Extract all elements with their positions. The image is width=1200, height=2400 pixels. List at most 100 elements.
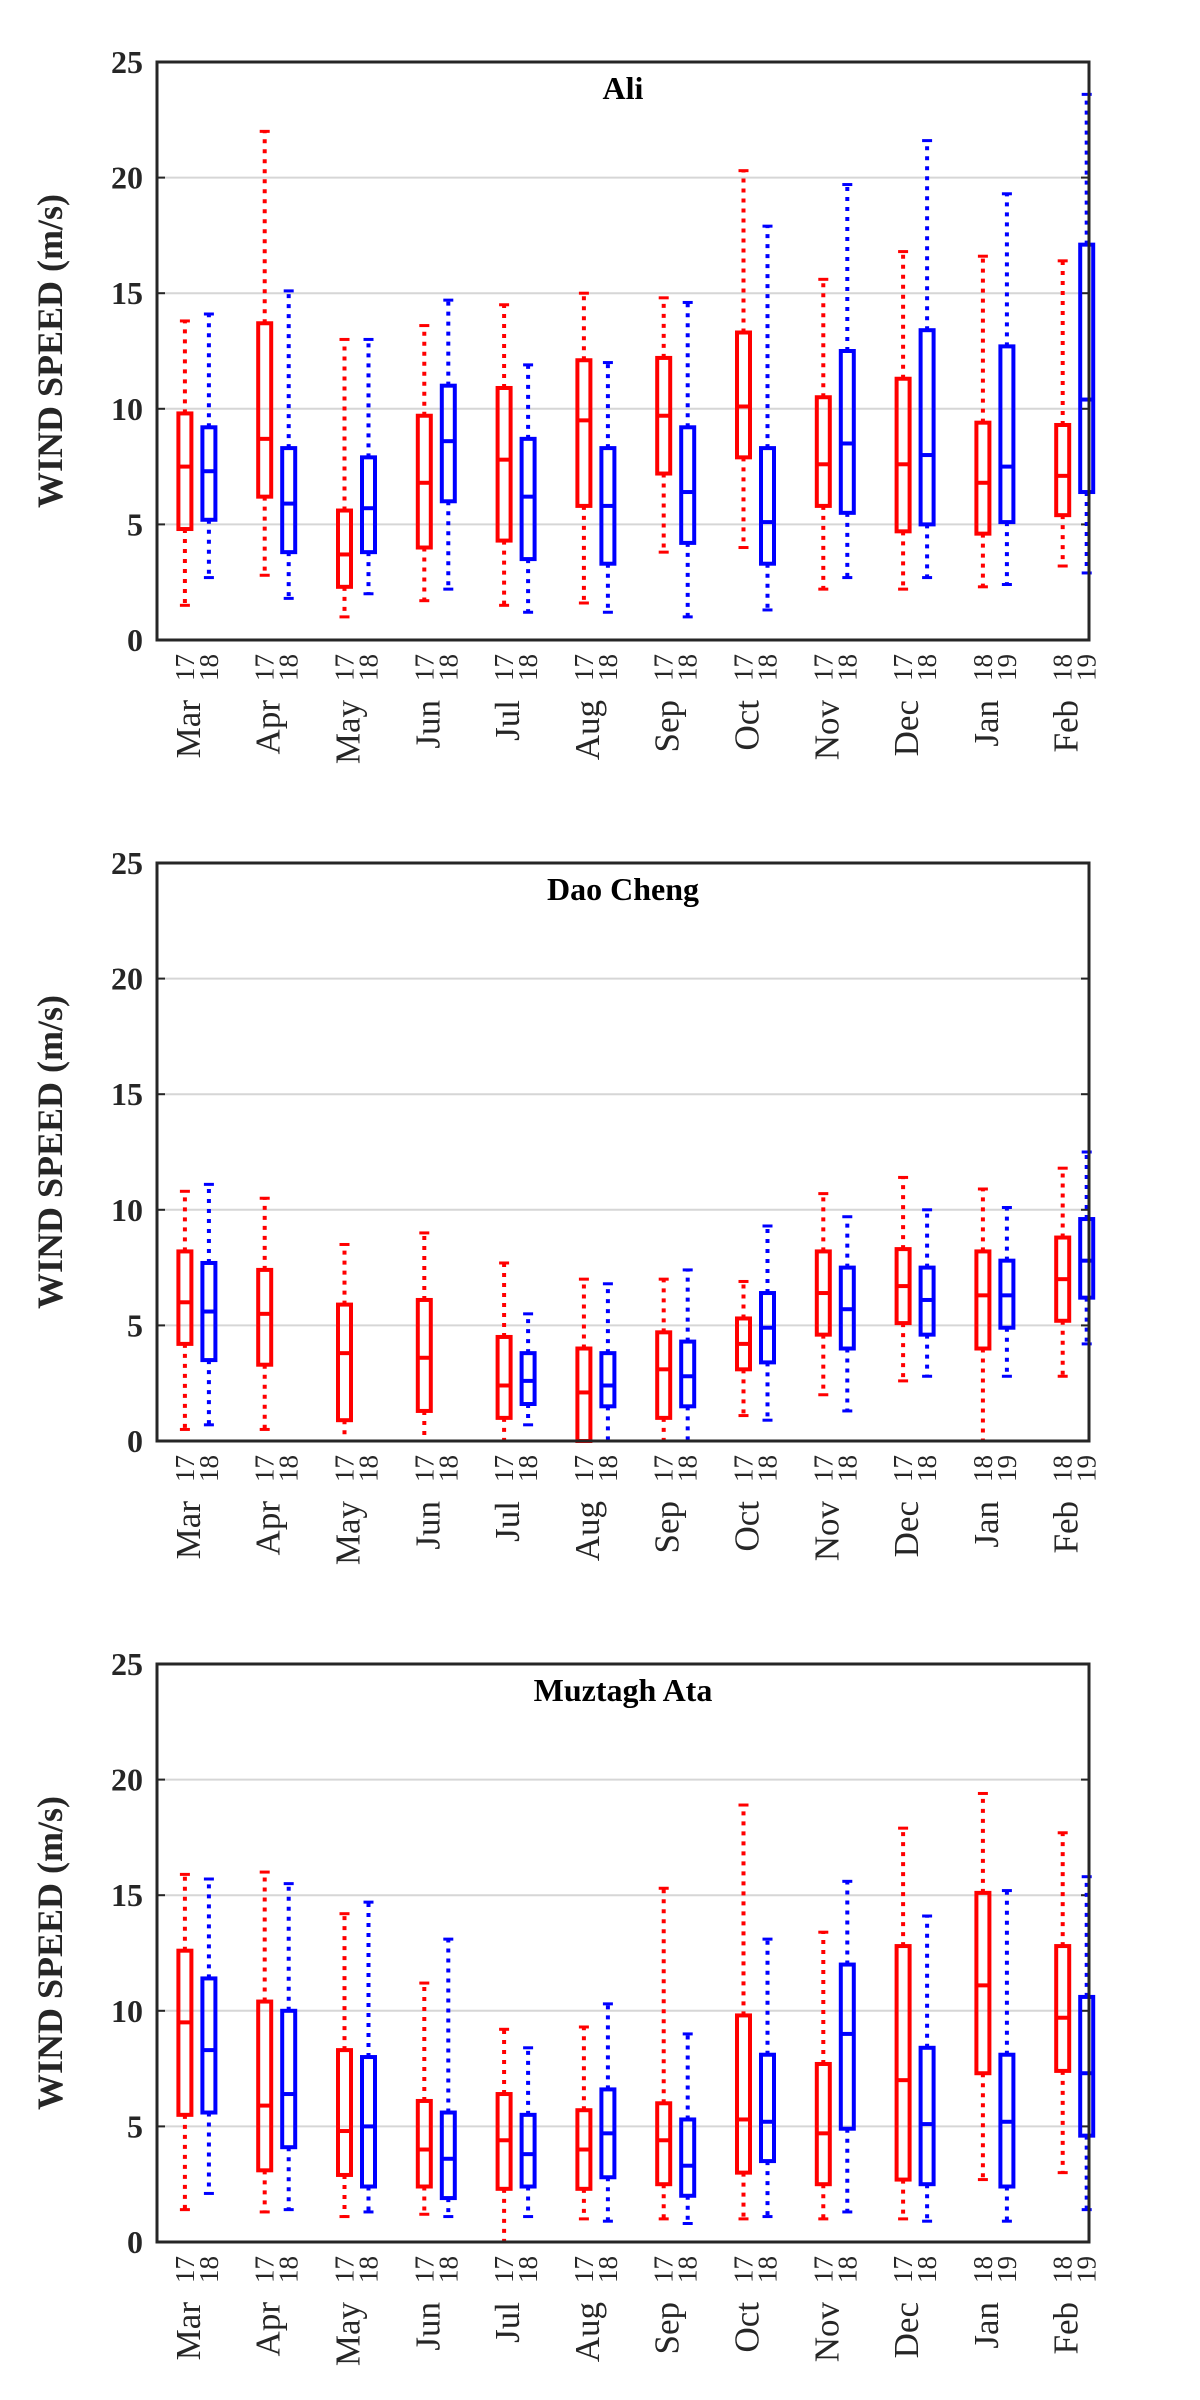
y-tick-label: 5 — [127, 2108, 143, 2144]
year-tick-label: 18 — [832, 654, 862, 681]
box-sep-18 — [679, 300, 697, 619]
iqr-box — [894, 376, 912, 534]
year-tick-label: 18 — [673, 2256, 703, 2283]
year-tick-label: 18 — [1048, 1455, 1078, 1482]
box-nov-18 — [838, 1215, 856, 1413]
box-jan-18 — [974, 254, 992, 589]
box-jun-17 — [415, 324, 433, 603]
year-tick-label: 18 — [1048, 654, 1078, 681]
iqr-box — [735, 330, 752, 460]
year-tick-label: 18 — [968, 654, 998, 681]
y-tick-label: 0 — [127, 1423, 143, 1459]
y-tick-label: 25 — [111, 1646, 143, 1682]
iqr-box — [974, 1249, 992, 1351]
month-label-nov: Nov — [807, 2302, 846, 2363]
iqr-box — [679, 425, 697, 545]
iqr-box — [974, 420, 992, 536]
iqr-box — [439, 383, 457, 504]
month-label-jun: Jun — [408, 2302, 447, 2351]
year-tick-label: 17 — [409, 1455, 439, 1482]
year-tick-label: 17 — [888, 2256, 918, 2283]
iqr-box — [519, 2112, 537, 2189]
iqr-box — [495, 385, 513, 543]
iqr-box — [360, 2055, 377, 2189]
box-feb-18 — [1054, 259, 1072, 568]
month-label-jan: Jan — [967, 2302, 1006, 2349]
year-tick-label: 19 — [992, 654, 1022, 681]
box-feb-18 — [1054, 1831, 1072, 2175]
y-tick-label: 10 — [111, 1192, 143, 1228]
year-tick-label: 18 — [753, 2256, 783, 2283]
iqr-box — [575, 358, 593, 508]
box-dec-18 — [918, 1914, 936, 2223]
year-tick-label: 18 — [194, 1455, 224, 1482]
iqr-box — [280, 446, 298, 555]
year-tick-label: 18 — [968, 2256, 998, 2283]
year-tick-label: 17 — [250, 2256, 280, 2283]
iqr-box — [360, 455, 377, 555]
year-tick-label: 18 — [274, 2256, 304, 2283]
iqr-box — [655, 2101, 673, 2187]
box-sep-17 — [655, 296, 673, 554]
box-nov-17 — [814, 1192, 832, 1397]
year-tick-label: 18 — [832, 2256, 862, 2283]
year-tick-label: 19 — [1072, 1455, 1102, 1482]
iqr-box — [918, 2045, 936, 2187]
box-oct-17 — [735, 169, 752, 550]
y-tick-label: 25 — [111, 845, 143, 881]
year-tick-label: 17 — [729, 654, 759, 681]
month-label-mar: Mar — [169, 1501, 208, 1560]
y-tick-label: 20 — [111, 961, 143, 997]
month-label-nov: Nov — [807, 1501, 846, 1562]
box-jul-17 — [495, 1261, 513, 1443]
year-tick-label: 18 — [593, 654, 623, 681]
box-mar-18 — [200, 312, 218, 580]
box-nov-17 — [814, 1930, 832, 2221]
iqr-box — [280, 2008, 298, 2150]
year-tick-label: 17 — [569, 2256, 599, 2283]
iqr-box — [519, 1351, 537, 1407]
iqr-box — [838, 1962, 856, 2131]
y-tick-label: 10 — [111, 1993, 143, 2029]
box-oct-18 — [759, 1937, 776, 2219]
year-tick-label: 19 — [992, 1455, 1022, 1482]
month-label-apr: Apr — [249, 2302, 288, 2357]
year-tick-label: 17 — [250, 1455, 280, 1482]
y-tick-label: 0 — [127, 622, 143, 658]
month-label-apr: Apr — [249, 1501, 288, 1556]
box-jul-18 — [519, 363, 537, 614]
year-tick-label: 17 — [170, 654, 200, 681]
year-tick-label: 19 — [1072, 2256, 1102, 2283]
year-tick-label: 17 — [489, 2256, 519, 2283]
month-label-may: May — [329, 700, 368, 765]
iqr-box — [759, 446, 776, 566]
axes-frame — [155, 1662, 1091, 2244]
month-label-sep: Sep — [648, 1501, 687, 1554]
iqr-box — [439, 2110, 457, 2201]
month-label-mar: Mar — [169, 700, 208, 759]
month-label-may: May — [329, 1501, 368, 1566]
box-jul-17 — [495, 303, 513, 607]
iqr-box — [759, 2052, 776, 2164]
y-tick-label: 20 — [111, 1762, 143, 1798]
box-oct-17 — [735, 1803, 752, 2221]
iqr-box — [336, 508, 353, 589]
year-tick-label: 17 — [489, 654, 519, 681]
y-tick-label: 25 — [111, 44, 143, 80]
iqr-box — [200, 1976, 218, 2115]
iqr-box — [974, 1890, 992, 2076]
iqr-box — [814, 2061, 832, 2187]
iqr-box — [495, 1334, 513, 1420]
month-label-feb: Feb — [1047, 1501, 1086, 1554]
year-tick-label: 18 — [354, 654, 384, 681]
year-tick-label: 18 — [753, 654, 783, 681]
year-tick-label: 18 — [513, 1455, 543, 1482]
box-may-17 — [336, 337, 353, 619]
year-tick-label: 18 — [433, 654, 463, 681]
y-tick-label: 15 — [111, 1877, 143, 1913]
year-tick-label: 18 — [513, 2256, 543, 2283]
month-label-apr: Apr — [249, 700, 288, 755]
box-jul-17 — [495, 2027, 513, 2244]
